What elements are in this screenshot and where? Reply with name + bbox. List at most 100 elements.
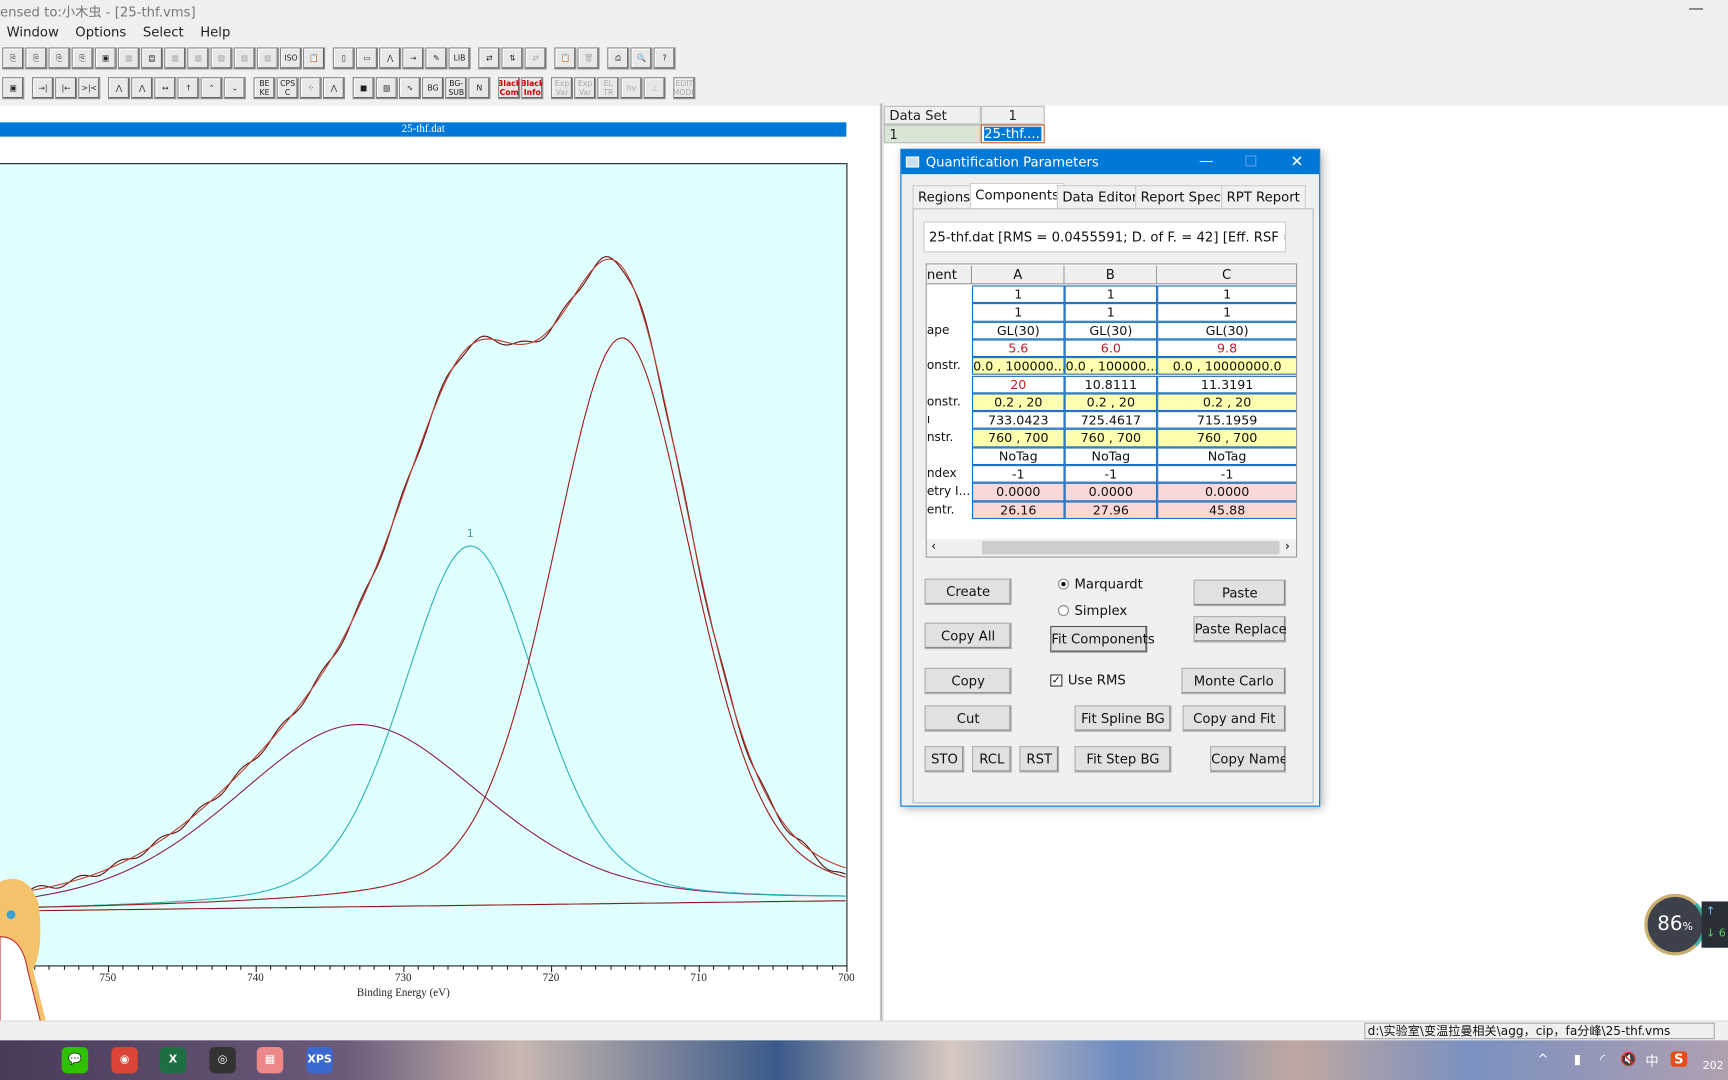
transfer-icon[interactable]: ⇄ xyxy=(478,47,501,70)
pages-icon[interactable]: ▤ xyxy=(141,47,164,70)
cell-c[interactable]: 0.2 , 20 xyxy=(1157,393,1296,412)
simplex-radio[interactable]: Simplex xyxy=(1057,603,1127,618)
cut-button[interactable]: Cut xyxy=(924,705,1012,732)
scroll-left-icon[interactable]: ‹ xyxy=(931,538,937,554)
pen-icon[interactable]: ✎ xyxy=(425,47,448,70)
transfer3-icon[interactable]: ⇄ xyxy=(524,47,547,70)
disabled2-icon[interactable]: ▦ xyxy=(164,47,187,70)
cell-b[interactable]: 1 xyxy=(1064,303,1158,322)
tab-data-editor[interactable]: Data Editor xyxy=(1056,185,1143,209)
hv-icon[interactable]: hv xyxy=(620,77,643,100)
cell-c[interactable]: 11.3191 xyxy=(1157,375,1296,394)
cell-a[interactable]: GL(30) xyxy=(971,321,1065,340)
align-left-icon[interactable]: |← xyxy=(55,77,78,100)
copy-doc-icon[interactable]: ⎘ xyxy=(2,47,25,70)
rst-button[interactable]: RST xyxy=(1019,746,1060,773)
cyan-box-icon[interactable]: ■ xyxy=(352,77,375,100)
arrow-right-icon[interactable]: → xyxy=(402,47,425,70)
cell-a[interactable]: 20 xyxy=(971,375,1065,394)
cell-a[interactable]: 26.16 xyxy=(971,500,1065,519)
el-tr-icon[interactable]: EL TR xyxy=(597,77,620,100)
cell-b[interactable]: 27.96 xyxy=(1064,500,1158,519)
cell-c[interactable]: GL(30) xyxy=(1157,321,1296,340)
window-icon[interactable]: ▯ xyxy=(332,47,355,70)
wifi-icon[interactable]: ◜ xyxy=(1600,1051,1606,1067)
create-button[interactable]: Create xyxy=(924,578,1012,606)
copy-doc3-icon[interactable]: ⎘ xyxy=(48,47,71,70)
spectrum-icon[interactable]: ⋀ xyxy=(379,47,402,70)
scroll-right-icon[interactable]: › xyxy=(1284,538,1290,554)
wechat-icon[interactable]: 💬 xyxy=(61,1046,89,1074)
menu-select[interactable]: Select xyxy=(142,24,184,40)
paste-button[interactable]: Paste xyxy=(1193,579,1287,607)
cell-b[interactable]: 0.0 , 100000... xyxy=(1064,357,1158,376)
help-icon[interactable]: ? xyxy=(653,47,676,70)
bg-sub-icon[interactable]: BG- SUB xyxy=(445,77,468,100)
exp-var-icon[interactable]: Exp Var xyxy=(551,77,574,100)
scrollbar-thumb[interactable] xyxy=(981,541,1280,555)
cell-a[interactable]: 0.2 , 20 xyxy=(971,393,1065,412)
copy-names-button[interactable]: Copy Names xyxy=(1210,746,1287,773)
cell-b[interactable]: -1 xyxy=(1064,465,1158,484)
wave-icon[interactable]: ∿ xyxy=(398,77,421,100)
copy-doc4-icon[interactable]: ⎘ xyxy=(71,47,94,70)
performance-gauge[interactable]: 86% xyxy=(1644,893,1706,956)
cell-a[interactable]: 733.0423 xyxy=(971,411,1065,430)
obs-icon[interactable]: ◎ xyxy=(209,1046,236,1074)
rcl-button[interactable]: RCL xyxy=(971,746,1012,773)
tab-components[interactable]: Components xyxy=(969,182,1065,210)
trash-icon[interactable]: 🗑 xyxy=(577,47,600,70)
marquardt-radio[interactable]: Marquardt xyxy=(1057,576,1143,592)
cell-a[interactable]: 760 , 700 xyxy=(971,429,1065,448)
black-info-icon[interactable]: Black Info xyxy=(521,77,544,100)
cell-b[interactable]: 760 , 700 xyxy=(1064,429,1158,448)
cell-c[interactable]: 45.88 xyxy=(1157,500,1296,519)
minimize-icon[interactable]: — xyxy=(1199,153,1214,170)
menu-help[interactable]: Help xyxy=(200,24,231,40)
clipboard2-icon[interactable]: 📋 xyxy=(554,47,577,70)
chrome-icon[interactable]: ◉ xyxy=(111,1046,138,1074)
transfer2-icon[interactable]: ⇅ xyxy=(501,47,524,70)
dialog-title-bar[interactable]: Quantification Parameters — ✕ xyxy=(901,149,1320,175)
chart-icon[interactable]: ▨ xyxy=(375,77,398,100)
peak-up-icon[interactable]: ↑ xyxy=(177,77,200,100)
column-header-component[interactable]: nent xyxy=(926,265,972,285)
minimize-button[interactable]: — xyxy=(1688,0,1704,18)
copy-all-button[interactable]: Copy All xyxy=(924,622,1012,650)
cell-c[interactable]: 9.8 xyxy=(1157,339,1296,358)
peak-left-icon[interactable]: ⋀ xyxy=(131,77,154,100)
stamp-icon[interactable]: ⊥ xyxy=(643,77,666,100)
library-icon[interactable]: LIB xyxy=(448,47,471,70)
disabled-icon[interactable]: ▦ xyxy=(117,47,140,70)
monte-carlo-button[interactable]: Monte Carlo xyxy=(1181,667,1287,695)
menu-window[interactable]: Window xyxy=(6,24,59,40)
horizontal-scrollbar[interactable]: ‹ › xyxy=(926,538,1296,557)
bg-icon[interactable]: BG xyxy=(422,77,445,100)
frame-icon[interactable]: ▣ xyxy=(2,77,25,100)
chevron-down-icon[interactable]: ⌄ xyxy=(223,77,246,100)
tab-regions[interactable]: Regions xyxy=(912,185,976,209)
doc-icon[interactable]: ▣ xyxy=(94,47,117,70)
normalize-icon[interactable]: N xyxy=(468,77,491,100)
clock-date[interactable]: 202 xyxy=(1702,1060,1724,1073)
cps-icon[interactable]: CPS C xyxy=(276,77,299,100)
markers-icon[interactable]: ⁘ xyxy=(299,77,322,100)
cell-b[interactable]: 1 xyxy=(1064,285,1158,304)
cell-c[interactable]: 760 , 700 xyxy=(1157,429,1296,448)
column-header-b[interactable]: B xyxy=(1064,265,1158,285)
black-comment-icon[interactable]: Black Com xyxy=(498,77,521,100)
cell-b[interactable]: 0.0000 xyxy=(1064,483,1158,501)
disabled5-icon[interactable]: ▦ xyxy=(233,47,256,70)
cell-b[interactable]: 725.4617 xyxy=(1064,411,1158,430)
column-header-c[interactable]: C xyxy=(1157,265,1296,285)
dataset-column-header[interactable]: 1 xyxy=(980,105,1045,125)
cell-c[interactable]: 715.1959 xyxy=(1157,411,1296,430)
copy-and-fit-button[interactable]: Copy and Fit xyxy=(1182,705,1287,732)
expand-icon[interactable]: ↔ xyxy=(154,77,177,100)
spectrum2-icon[interactable]: ⋀ xyxy=(322,77,345,100)
copy-button[interactable]: Copy xyxy=(924,667,1012,695)
cell-a[interactable]: 0.0000 xyxy=(971,483,1065,501)
cell-c[interactable]: 0.0000 xyxy=(1157,483,1296,501)
clipboard-icon[interactable]: 📋 xyxy=(303,47,326,70)
cell-c[interactable]: 1 xyxy=(1157,303,1296,322)
